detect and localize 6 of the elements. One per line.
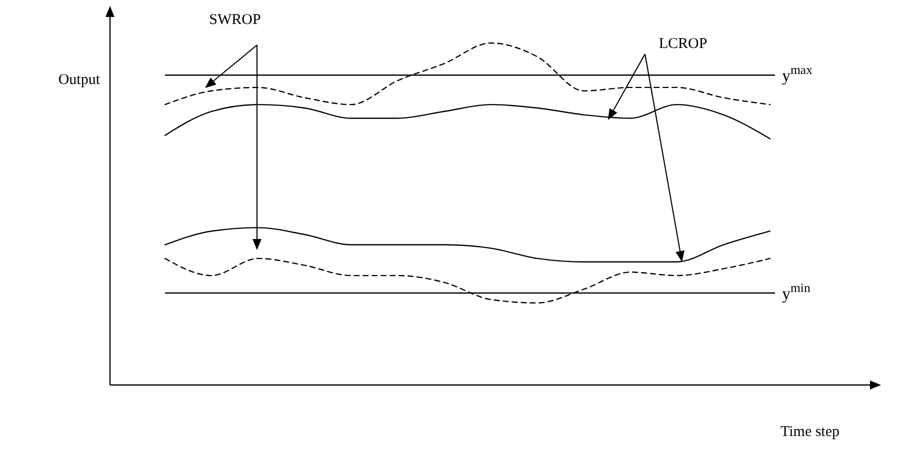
y-axis-title: Output (58, 72, 101, 88)
text: SWROP (209, 12, 261, 28)
x-axis-title: Time step (780, 424, 840, 440)
annotation: LCROP (658, 36, 708, 52)
ref-line-label: y$^{max}$ (782, 63, 814, 86)
ref-line-label: y$^{min}$ (782, 281, 811, 303)
